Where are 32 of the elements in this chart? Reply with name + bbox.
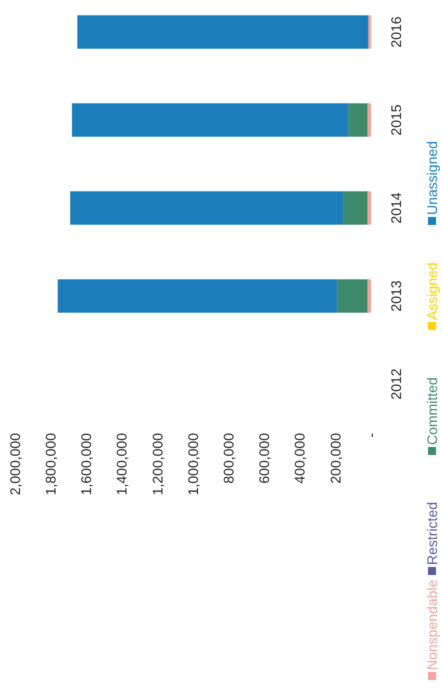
y-tick-label: 2015 (388, 104, 404, 136)
x-tick-label: 1,800,000 (42, 432, 58, 496)
y-tick-label: 2016 (388, 16, 404, 48)
bar (58, 279, 338, 313)
y-tick-label: 2012 (388, 368, 404, 400)
x-tick-label: 1,000,000 (184, 432, 201, 496)
bar (368, 15, 371, 49)
x-tick-label: - (362, 432, 379, 438)
text: Unassigned (424, 141, 440, 215)
x-tick-label: 600,000 (256, 432, 272, 484)
y-tick-label: 2014 (388, 192, 404, 224)
x-tick-label: 200,000 (327, 432, 344, 484)
bar (367, 103, 371, 137)
bar (348, 103, 368, 137)
text: Nonspendable (424, 579, 440, 670)
bar (343, 191, 368, 225)
text: Committed (424, 377, 440, 445)
bar (367, 279, 371, 313)
bar (367, 191, 371, 225)
x-tick-label: 1,200,000 (149, 432, 166, 496)
y-tick-label: 2013 (388, 280, 404, 312)
x-tick-label: 400,000 (292, 432, 308, 484)
x-tick-label: 2,000,000 (6, 432, 23, 496)
bar (77, 15, 368, 49)
x-tick-label: 1,400,000 (114, 432, 130, 496)
bar (70, 191, 344, 225)
bar (72, 103, 348, 137)
legend-label: Restricted (424, 502, 440, 565)
x-tick-label: 800,000 (220, 432, 236, 484)
x-tick-label: 1,600,000 (78, 432, 94, 496)
legend-label: Assigned (424, 262, 440, 320)
bar (337, 279, 368, 313)
